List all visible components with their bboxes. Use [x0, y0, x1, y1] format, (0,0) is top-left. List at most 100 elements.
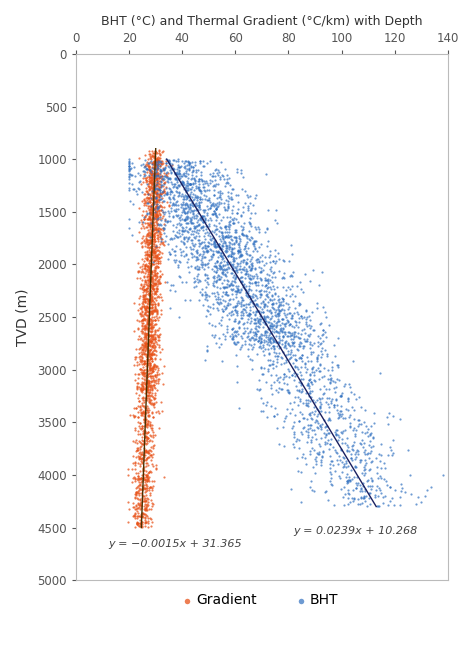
- Gradient: [132, 467, 139, 478]
- Gradient: [158, 197, 166, 207]
- BHT: [212, 276, 219, 287]
- BHT: [356, 486, 364, 496]
- Gradient: [155, 333, 162, 343]
- Gradient: [155, 226, 163, 237]
- BHT: [353, 445, 361, 455]
- BHT: [173, 164, 181, 174]
- BHT: [240, 244, 248, 254]
- BHT: [207, 244, 214, 255]
- BHT: [261, 363, 268, 374]
- Gradient: [150, 231, 157, 242]
- BHT: [275, 316, 283, 327]
- BHT: [224, 201, 232, 211]
- BHT: [289, 370, 296, 381]
- BHT: [203, 259, 210, 269]
- Gradient: [151, 286, 159, 297]
- BHT: [293, 281, 301, 291]
- BHT: [228, 329, 236, 339]
- Gradient: [148, 168, 156, 179]
- BHT: [222, 231, 229, 241]
- Gradient: [150, 361, 158, 371]
- Gradient: [152, 188, 160, 198]
- Gradient: [150, 476, 157, 486]
- Gradient: [131, 375, 139, 385]
- BHT: [246, 290, 253, 301]
- BHT: [225, 173, 233, 183]
- Gradient: [141, 340, 148, 350]
- BHT: [270, 336, 278, 347]
- Gradient: [141, 218, 149, 228]
- BHT: [173, 177, 181, 187]
- BHT: [183, 207, 191, 217]
- BHT: [385, 408, 392, 419]
- BHT: [251, 334, 258, 344]
- BHT: [389, 411, 397, 421]
- Gradient: [141, 276, 149, 287]
- Gradient: [137, 406, 145, 417]
- Gradient: [146, 340, 154, 351]
- BHT: [219, 290, 226, 301]
- BHT: [168, 159, 176, 170]
- BHT: [297, 311, 305, 321]
- Gradient: [136, 382, 143, 393]
- BHT: [125, 161, 133, 171]
- Gradient: [134, 486, 141, 497]
- BHT: [342, 458, 350, 468]
- Gradient: [141, 432, 148, 442]
- Gradient: [138, 377, 146, 387]
- Gradient: [151, 224, 158, 234]
- Gradient: [153, 339, 161, 349]
- BHT: [319, 372, 326, 383]
- BHT: [209, 299, 216, 309]
- BHT: [148, 159, 156, 170]
- BHT: [320, 363, 328, 373]
- BHT: [275, 299, 283, 310]
- Gradient: [152, 183, 159, 194]
- Gradient: [139, 282, 147, 292]
- Gradient: [142, 289, 149, 300]
- BHT: [191, 199, 198, 209]
- BHT: [253, 349, 261, 359]
- Gradient: [150, 230, 157, 240]
- BHT: [257, 342, 264, 353]
- BHT: [251, 192, 258, 203]
- BHT: [273, 387, 281, 398]
- BHT: [205, 291, 213, 301]
- Gradient: [140, 340, 147, 350]
- BHT: [362, 421, 370, 432]
- BHT: [248, 331, 256, 342]
- Gradient: [155, 223, 163, 233]
- BHT: [239, 207, 246, 217]
- BHT: [275, 297, 283, 307]
- BHT: [319, 329, 327, 340]
- BHT: [226, 220, 234, 230]
- BHT: [304, 426, 311, 437]
- Gradient: [147, 349, 155, 359]
- Gradient: [138, 508, 146, 518]
- Gradient: [153, 263, 160, 273]
- BHT: [191, 176, 199, 186]
- BHT: [237, 210, 245, 220]
- Gradient: [145, 396, 153, 407]
- BHT: [303, 364, 310, 374]
- Gradient: [147, 153, 155, 164]
- Gradient: [153, 155, 160, 166]
- Gradient: [154, 153, 161, 164]
- BHT: [234, 203, 242, 214]
- Gradient: [156, 210, 164, 220]
- BHT: [284, 364, 292, 374]
- BHT: [192, 246, 200, 256]
- BHT: [308, 340, 316, 350]
- BHT: [167, 186, 175, 196]
- BHT: [184, 233, 192, 244]
- BHT: [125, 155, 133, 166]
- Gradient: [157, 189, 164, 200]
- BHT: [282, 338, 289, 348]
- Gradient: [150, 293, 157, 303]
- Gradient: [144, 228, 152, 238]
- Gradient: [142, 330, 150, 340]
- BHT: [306, 329, 313, 339]
- Gradient: [143, 302, 151, 312]
- Gradient: [133, 384, 141, 394]
- BHT: [290, 326, 297, 336]
